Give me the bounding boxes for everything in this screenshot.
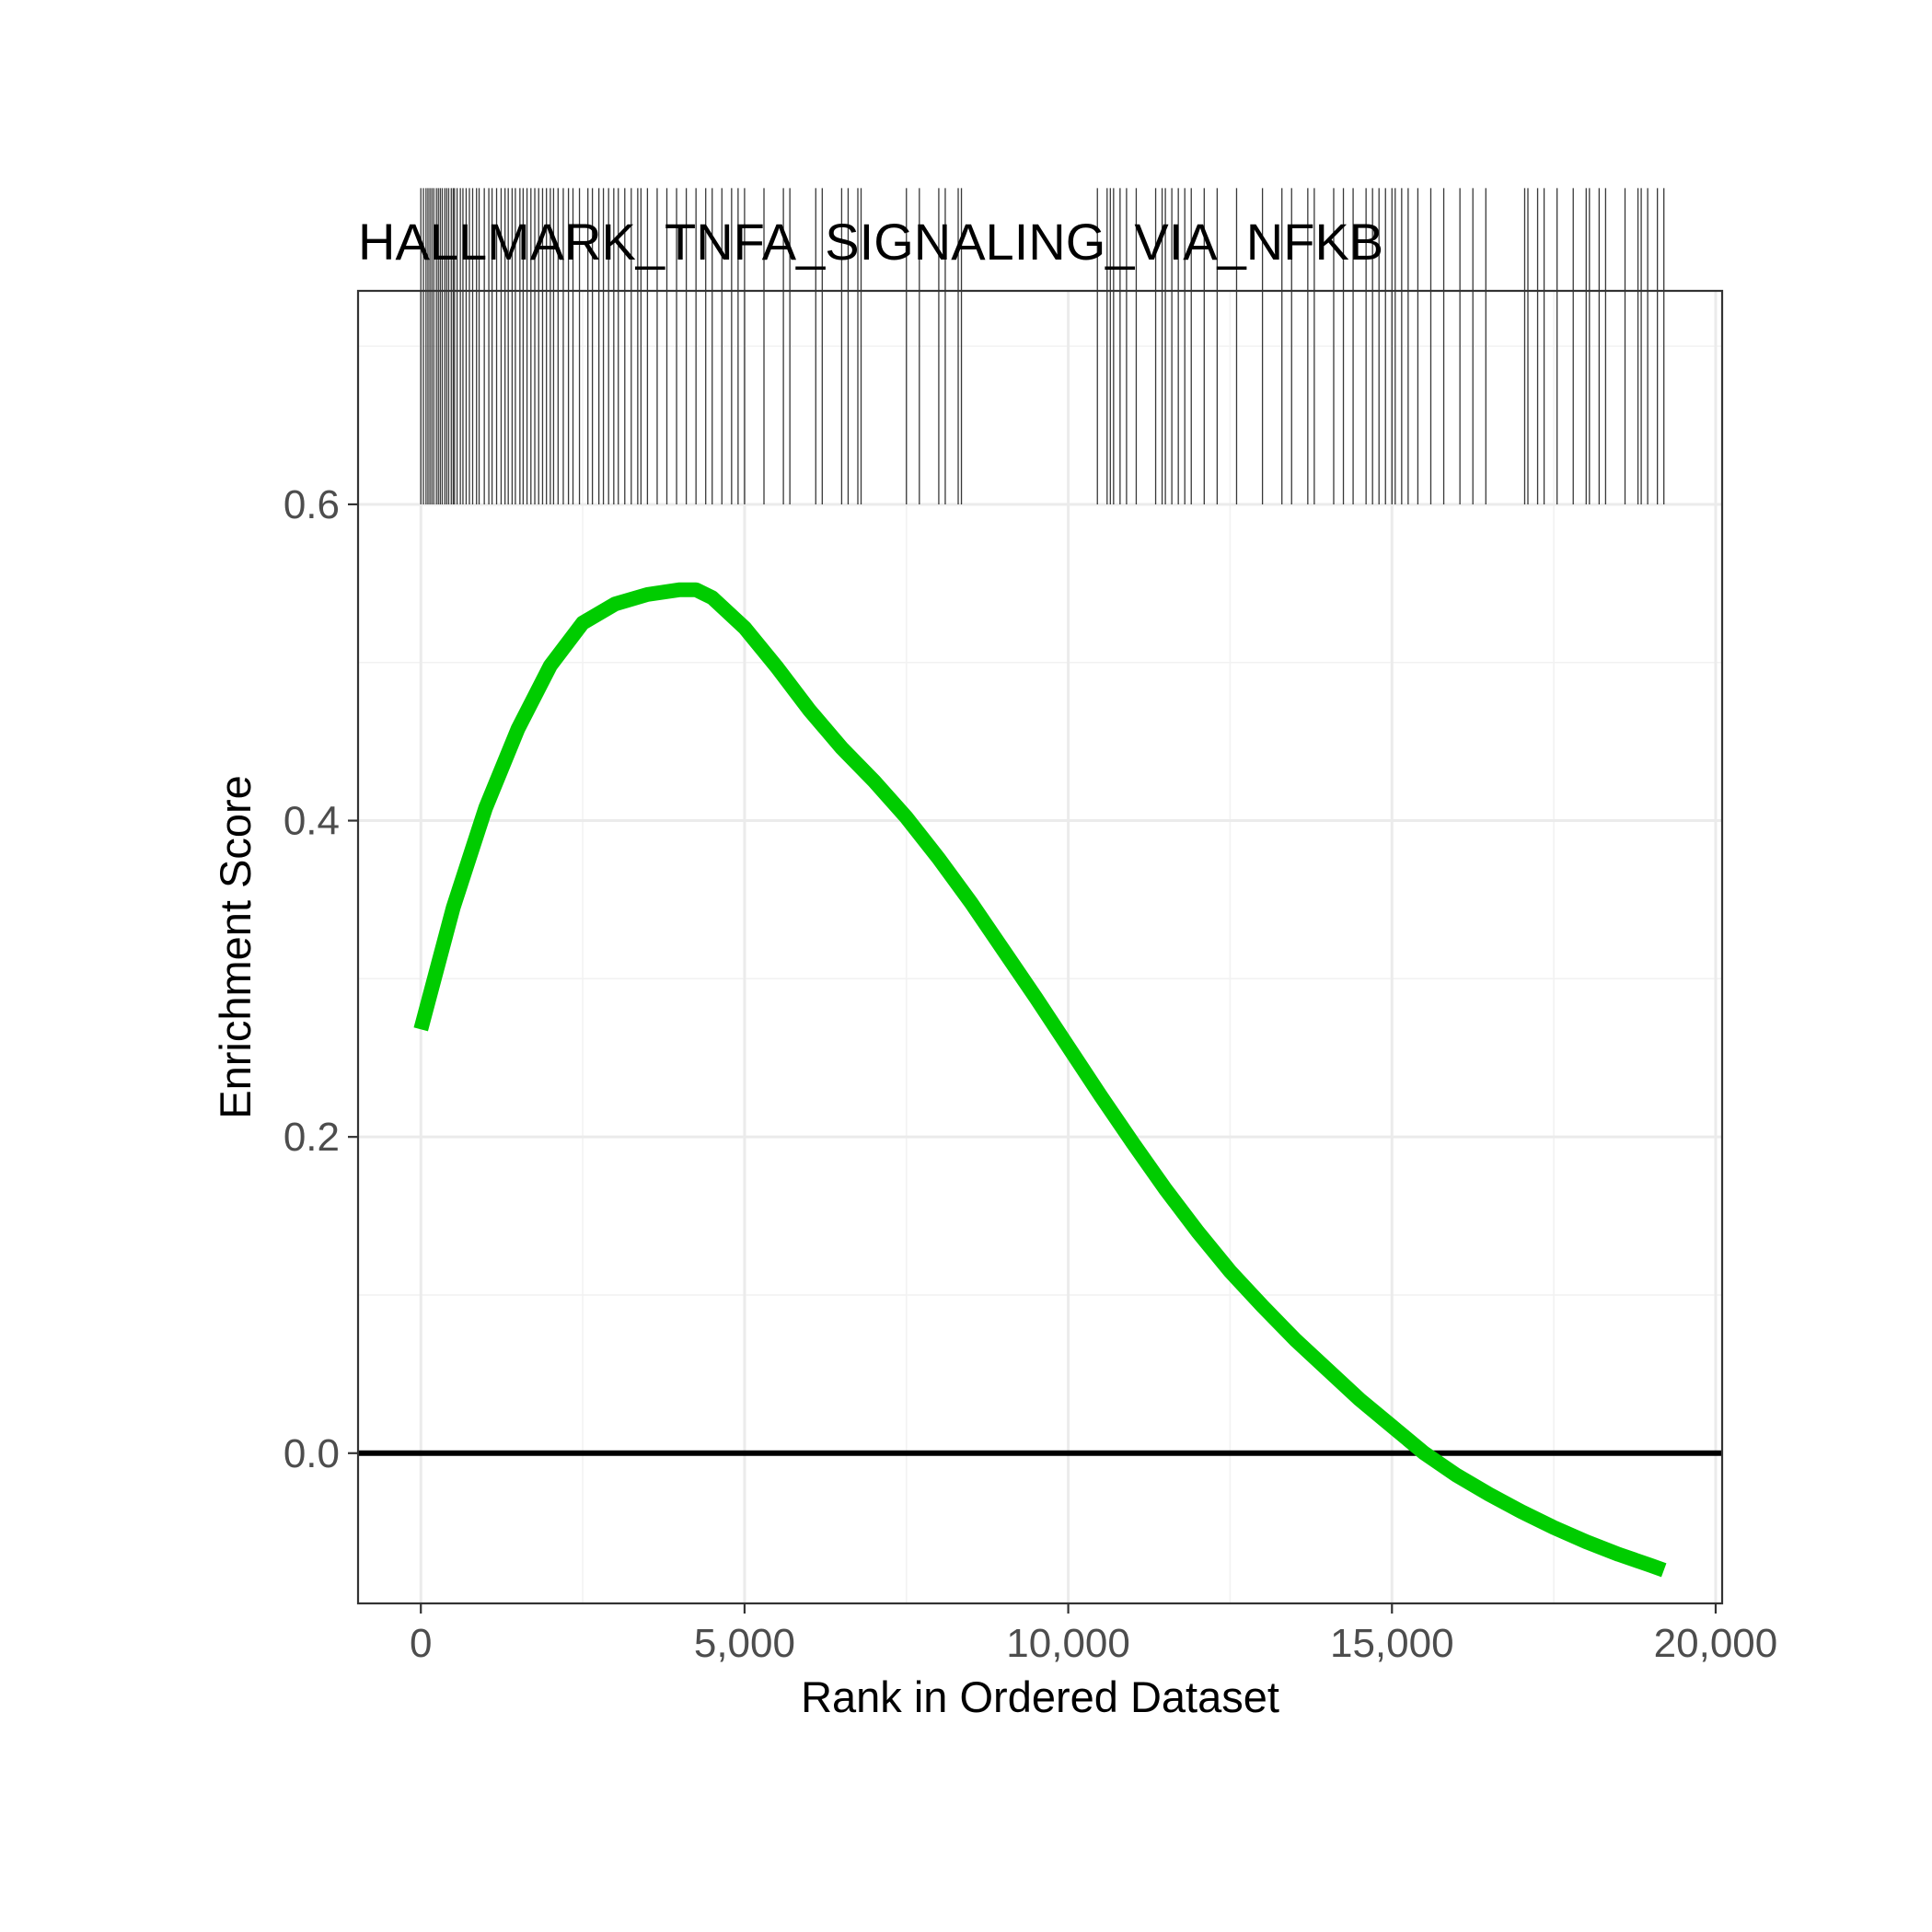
gene-hit-ticks [420, 188, 1665, 504]
enrichment-score-curve [413, 582, 1667, 1578]
x-tick-label: 10,000 [1006, 1621, 1130, 1666]
y-tick-label: 0.0 [283, 1431, 340, 1476]
plot-panel [356, 188, 1724, 1605]
y-tick-label: 0.6 [283, 482, 340, 527]
x-tick-label: 5,000 [694, 1621, 795, 1666]
chart-title: HALLMARK_TNFA_SIGNALING_VIA_NFKB [358, 213, 1383, 271]
y-axis-label: Enrichment Score [211, 775, 260, 1119]
x-tick-label: 15,000 [1330, 1621, 1454, 1666]
panel-border [356, 289, 1724, 1605]
panel-background [358, 291, 1722, 1603]
major-gridlines [358, 291, 1722, 1603]
x-axis-label: Rank in Ordered Dataset [801, 1672, 1279, 1721]
minor-gridlines [358, 291, 1722, 1603]
x-tick-label: 20,000 [1654, 1621, 1778, 1666]
y-axis: 0.0 0.2 0.4 0.6 [283, 482, 358, 1476]
y-tick-label: 0.2 [283, 1115, 340, 1160]
x-tick-label: 0 [410, 1621, 432, 1666]
x-axis: 0 5,000 10,000 15,000 20,000 [410, 1603, 1777, 1666]
y-tick-label: 0.4 [283, 799, 340, 844]
